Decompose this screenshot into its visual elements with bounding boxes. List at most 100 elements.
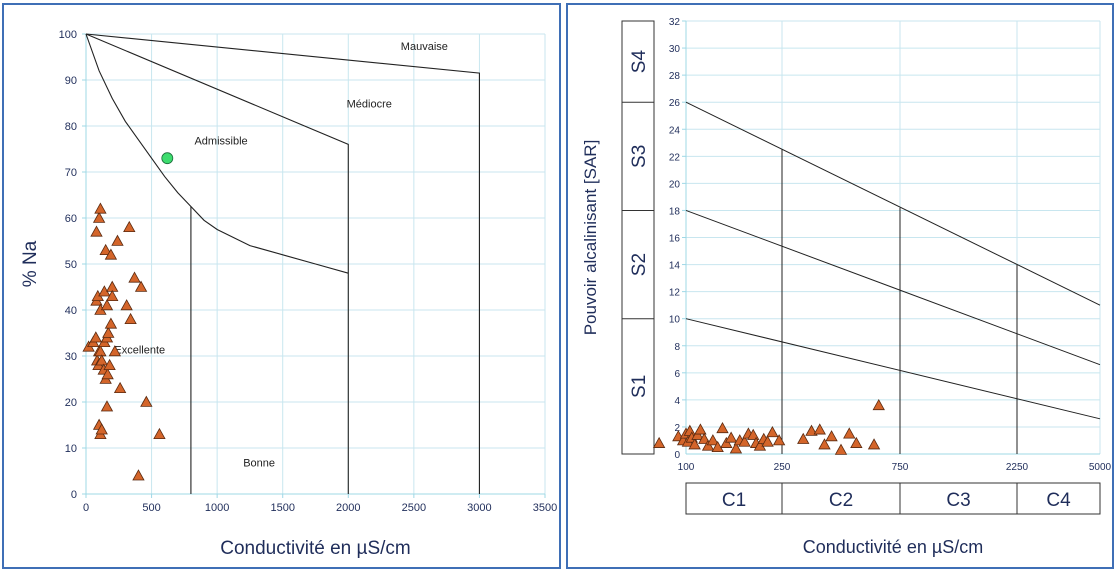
- data-point-triangle: [104, 317, 118, 329]
- region-label: Admissible: [194, 135, 247, 147]
- data-point-triangle: [825, 430, 838, 442]
- y-tick-label: 12: [669, 288, 681, 299]
- data-point-triangle: [772, 434, 786, 446]
- data-point-triangle: [140, 395, 153, 407]
- data-point-triangle: [94, 202, 107, 214]
- x-tick-label: 0: [83, 502, 89, 514]
- boundary-mauvaise: [85, 33, 480, 494]
- data-point-triangle: [694, 423, 707, 435]
- x-tick-label: 3000: [467, 502, 491, 514]
- region-label: Médiocre: [347, 99, 392, 111]
- data-point-triangle: [652, 436, 666, 448]
- y-tick-label: 24: [669, 125, 681, 136]
- wilcox-chart-panel: 0 500 1000 1500 2000 2500 3000 3500 0 10 20 30 40 50 6…: [2, 3, 561, 569]
- y-tick-label: 70: [65, 167, 77, 179]
- region-label: Excellente: [114, 345, 165, 357]
- boundary-admissible: [85, 33, 349, 274]
- x-tick-label: 100: [678, 462, 695, 473]
- salinity-band-box: [685, 482, 1101, 515]
- sar-band-label: S1: [629, 375, 650, 398]
- y-tick-label: 60: [65, 213, 77, 225]
- data-point-triangle: [834, 443, 848, 455]
- y-tick-label: 32: [669, 17, 681, 28]
- data-point-triangle: [747, 428, 760, 440]
- data-point-triangle: [123, 220, 136, 233]
- data-point-triangle: [102, 326, 115, 338]
- data-point-triangle: [688, 438, 701, 450]
- y-tick-label: 0: [674, 450, 680, 461]
- data-point-triangle: [113, 381, 127, 394]
- x-tick-label: 2250: [1006, 462, 1029, 473]
- data-point-triangle: [843, 427, 856, 439]
- data-point-triangle: [867, 438, 881, 450]
- data-point-triangle: [761, 435, 774, 447]
- sar-band-box: [621, 20, 655, 455]
- sar-boundary-line: [685, 209, 1101, 366]
- data-point-triangle: [711, 440, 724, 453]
- data-point-triangle: [766, 426, 779, 438]
- region-label: Mauvaise: [401, 41, 448, 53]
- data-point-triangle: [99, 243, 112, 256]
- data-point-triangle: [850, 436, 863, 448]
- y-tick-label: 16: [669, 234, 681, 245]
- data-point-triangle: [120, 299, 133, 311]
- salinity-band-label: C3: [946, 490, 970, 511]
- data-point-triangle: [134, 280, 148, 292]
- y-tick-label: 8: [674, 342, 680, 353]
- sar-band-label: S4: [629, 50, 650, 74]
- x-tick-label: 2000: [336, 502, 360, 514]
- y-tick-label: 10: [669, 315, 681, 326]
- region-label: Bonne: [243, 457, 275, 469]
- data-point-triangle: [92, 211, 106, 223]
- data-point-triangle: [872, 398, 885, 411]
- data-point-triangle: [124, 312, 137, 325]
- riverside-chart-panel: 0 2 4 6 8 10 12 14 16 18 20 22 24 26 28 30 32 100 250 750 22…: [566, 3, 1114, 569]
- y-tick-label: 6: [674, 369, 680, 380]
- y-axis-title: Pouvoir alcalinisant [SAR]: [581, 140, 600, 336]
- y-tick-label: 22: [669, 152, 681, 163]
- data-point-triangle: [716, 421, 729, 434]
- y-tick-label: 10: [65, 443, 77, 455]
- data-point-triangle: [95, 423, 108, 435]
- y-tick-label: 4: [674, 396, 680, 407]
- x-axis-title: Conductivité en µS/cm: [803, 537, 983, 557]
- x-tick-label: 3500: [533, 502, 557, 514]
- data-point-circle: [161, 152, 174, 165]
- data-point-triangle: [94, 345, 107, 357]
- data-point-triangle: [103, 358, 116, 371]
- data-point-triangle: [698, 432, 711, 444]
- data-point-triangle: [106, 289, 119, 302]
- salinity-band-label: C4: [1046, 490, 1071, 511]
- x-tick-label: 5000: [1089, 462, 1112, 473]
- data-point-triangle: [90, 225, 103, 237]
- data-point-triangle: [797, 432, 810, 444]
- y-tick-label: 28: [669, 71, 681, 82]
- y-tick-label: 18: [669, 206, 681, 217]
- data-point-triangle: [813, 423, 826, 435]
- data-point-triangle: [128, 271, 141, 283]
- y-tick-label: 26: [669, 98, 681, 109]
- data-point-triangle: [701, 439, 715, 451]
- y-tick-label: 90: [65, 75, 77, 87]
- y-tick-label: 0: [71, 489, 77, 501]
- y-tick-label: 30: [65, 351, 77, 363]
- y-tick-label: 2: [674, 423, 680, 434]
- data-point-triangle: [100, 400, 114, 412]
- sar-boundary-line: [685, 101, 1101, 306]
- x-tick-label: 2500: [402, 502, 426, 514]
- sar-band-label: S2: [629, 253, 650, 276]
- data-point-triangle: [153, 427, 166, 440]
- y-tick-label: 80: [65, 121, 77, 133]
- data-point-triangle: [818, 438, 831, 450]
- data-point-triangle: [738, 435, 751, 447]
- x-tick-label: 1500: [270, 502, 294, 514]
- x-axis-title: Conductivité en µS/cm: [220, 538, 410, 559]
- data-point-triangle: [108, 345, 122, 357]
- sar-band-label: S3: [629, 145, 650, 168]
- x-tick-label: 1000: [205, 502, 229, 514]
- data-point-triangle: [95, 354, 108, 366]
- sar-boundary-line: [685, 318, 1101, 420]
- data-point-triangle: [104, 248, 118, 260]
- wilcox-chart: 0 500 1000 1500 2000 2500 3000 3500 0 10 20 30 40 50 6…: [20, 29, 557, 559]
- data-point-triangle: [100, 299, 114, 311]
